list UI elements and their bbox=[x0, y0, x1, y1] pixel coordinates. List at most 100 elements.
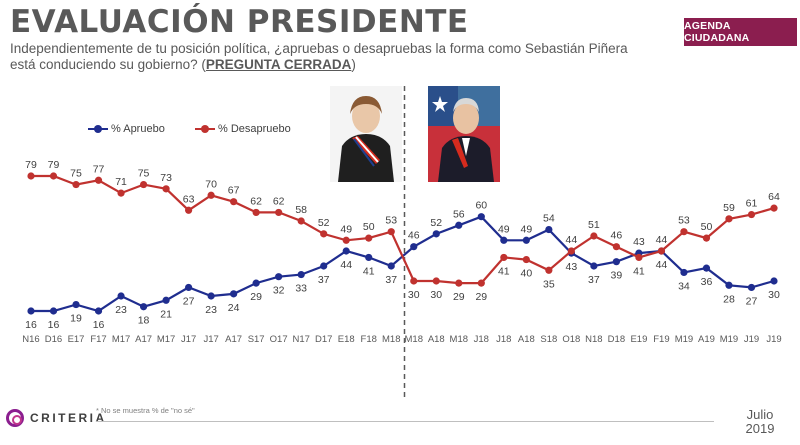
point-apruebo bbox=[320, 262, 328, 270]
data-label-desapruebo: 63 bbox=[183, 193, 195, 205]
x-tick-label: F17 bbox=[90, 334, 106, 345]
data-label-desapruebo: 73 bbox=[160, 172, 172, 184]
data-label-apruebo: 44 bbox=[656, 259, 668, 271]
data-label-apruebo: 60 bbox=[475, 200, 487, 212]
point-apruebo bbox=[455, 221, 463, 229]
criteria-logo: CRITERIA bbox=[6, 409, 107, 427]
data-label-desapruebo: 52 bbox=[318, 217, 330, 229]
x-tick-label: A17 bbox=[225, 334, 242, 345]
point-apruebo bbox=[702, 264, 711, 272]
data-label-desapruebo: 51 bbox=[588, 219, 600, 231]
report-date: Julio 2019 bbox=[730, 408, 790, 436]
point-apruebo bbox=[522, 236, 530, 244]
x-tick-label: M19 bbox=[720, 334, 738, 345]
footer-divider bbox=[96, 421, 714, 422]
data-label-apruebo: 46 bbox=[408, 230, 420, 242]
point-desapruebo bbox=[387, 228, 395, 236]
point-apruebo bbox=[680, 268, 688, 277]
point-desapruebo bbox=[657, 247, 666, 255]
point-desapruebo bbox=[770, 204, 778, 212]
point-desapruebo bbox=[680, 228, 688, 236]
x-tick-label: J17 bbox=[203, 334, 218, 345]
data-label-desapruebo: 79 bbox=[48, 159, 60, 171]
data-label-apruebo: 28 bbox=[723, 293, 735, 305]
x-tick-label: J18 bbox=[474, 334, 489, 345]
data-label-apruebo: 49 bbox=[520, 223, 532, 235]
data-label-apruebo: 23 bbox=[115, 304, 127, 316]
point-apruebo bbox=[275, 273, 283, 281]
point-apruebo bbox=[410, 243, 418, 251]
x-tick-label: M19 bbox=[675, 334, 693, 345]
data-label-apruebo: 32 bbox=[273, 285, 285, 297]
point-desapruebo bbox=[342, 236, 350, 244]
data-label-apruebo: 33 bbox=[295, 283, 307, 295]
x-tick-label: D17 bbox=[315, 334, 332, 345]
x-tick-label: A17 bbox=[135, 334, 152, 345]
data-label-desapruebo: 35 bbox=[543, 278, 555, 290]
data-label-desapruebo: 77 bbox=[93, 163, 105, 175]
point-apruebo bbox=[545, 225, 553, 234]
data-label-apruebo: 37 bbox=[318, 274, 330, 286]
point-desapruebo bbox=[230, 198, 238, 206]
legend-apruebo-marker bbox=[88, 125, 108, 133]
point-apruebo bbox=[500, 236, 508, 244]
point-desapruebo bbox=[72, 180, 80, 189]
data-label-apruebo: 44 bbox=[340, 259, 352, 271]
footnote: * No se muestra % de "no sé" bbox=[96, 406, 195, 415]
data-label-apruebo: 43 bbox=[633, 236, 645, 248]
data-label-apruebo: 21 bbox=[160, 308, 172, 320]
page-title: EVALUACIÓN PRESIDENTE bbox=[10, 4, 469, 40]
point-desapruebo bbox=[702, 234, 711, 242]
data-label-apruebo: 37 bbox=[385, 274, 397, 286]
portrait-pinera bbox=[428, 86, 500, 182]
report-year: 2019 bbox=[745, 421, 775, 436]
x-tick-label: A18 bbox=[518, 334, 535, 345]
data-label-desapruebo: 53 bbox=[385, 215, 397, 227]
data-label-desapruebo: 70 bbox=[205, 178, 217, 190]
x-tick-label: E17 bbox=[68, 334, 85, 345]
point-desapruebo bbox=[207, 191, 215, 199]
question-tag: PREGUNTA CERRADA bbox=[205, 57, 352, 72]
point-apruebo bbox=[230, 290, 238, 298]
point-desapruebo bbox=[747, 210, 756, 219]
point-apruebo bbox=[477, 213, 485, 221]
data-label-desapruebo: 75 bbox=[138, 168, 150, 180]
point-desapruebo bbox=[252, 208, 260, 217]
criteria-logo-icon bbox=[6, 409, 24, 427]
data-label-apruebo: 54 bbox=[543, 213, 555, 225]
point-apruebo bbox=[27, 307, 35, 315]
point-desapruebo bbox=[275, 208, 283, 217]
x-tick-label: J17 bbox=[181, 334, 196, 345]
point-apruebo bbox=[139, 303, 148, 311]
data-label-desapruebo: 30 bbox=[430, 289, 442, 301]
data-label-apruebo: 19 bbox=[70, 313, 82, 325]
point-desapruebo bbox=[320, 230, 328, 238]
data-label-desapruebo: 58 bbox=[295, 204, 307, 216]
data-label-desapruebo: 59 bbox=[723, 202, 735, 214]
data-label-desapruebo: 41 bbox=[498, 265, 510, 277]
x-tick-label: J19 bbox=[766, 334, 781, 345]
data-label-apruebo: 23 bbox=[205, 304, 217, 316]
point-desapruebo bbox=[612, 243, 620, 251]
x-tick-label: A19 bbox=[698, 334, 715, 345]
point-apruebo bbox=[432, 230, 440, 238]
x-tick-label: O18 bbox=[562, 334, 580, 345]
legend-desapruebo: % Desapruebo bbox=[195, 123, 291, 135]
point-apruebo bbox=[612, 258, 620, 266]
x-tick-label: O17 bbox=[270, 334, 288, 345]
criteria-logo-text: CRITERIA bbox=[30, 411, 107, 425]
point-desapruebo bbox=[49, 172, 58, 180]
point-apruebo bbox=[72, 300, 80, 309]
x-tick-label: J19 bbox=[744, 334, 759, 345]
data-label-desapruebo: 62 bbox=[273, 195, 285, 207]
point-apruebo bbox=[770, 277, 778, 285]
x-tick-label: E19 bbox=[630, 334, 647, 345]
point-apruebo bbox=[117, 292, 125, 300]
data-label-desapruebo: 41 bbox=[633, 265, 645, 277]
data-label-desapruebo: 50 bbox=[363, 221, 375, 233]
point-desapruebo bbox=[139, 180, 148, 189]
point-desapruebo bbox=[477, 279, 485, 287]
data-label-apruebo: 16 bbox=[93, 319, 105, 331]
x-tick-label: S17 bbox=[248, 334, 265, 345]
